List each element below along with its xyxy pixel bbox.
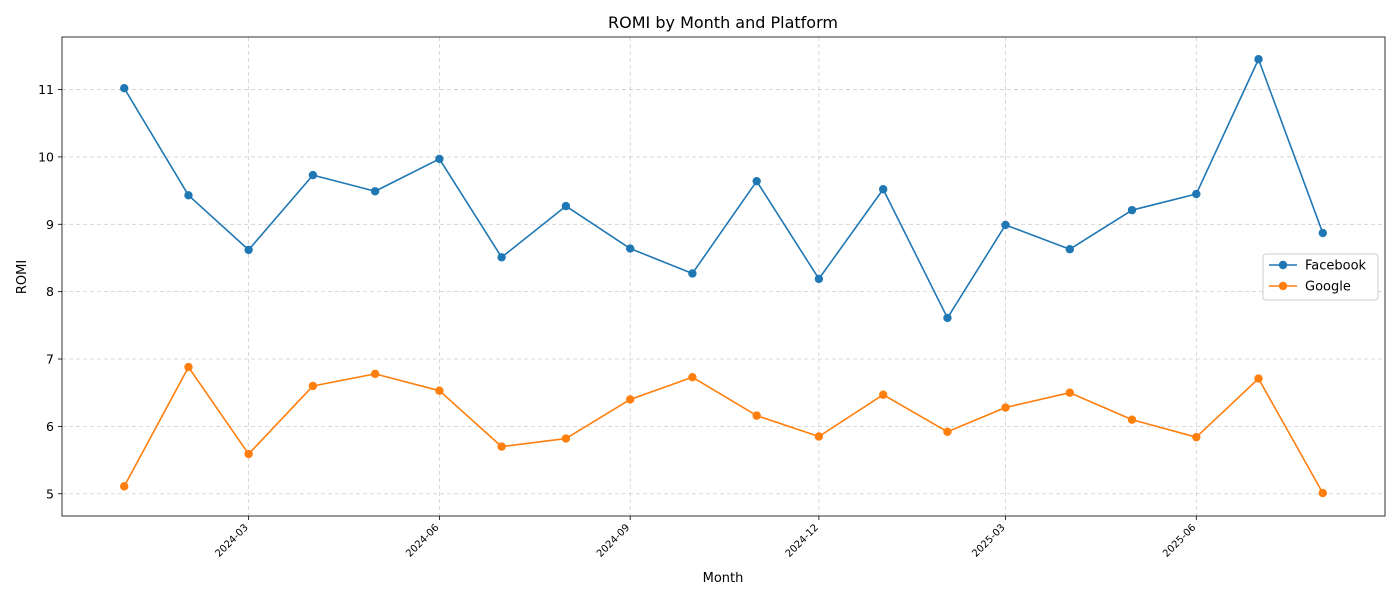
legend: Facebook Google <box>1262 253 1379 301</box>
data-point-facebook <box>878 185 888 194</box>
data-point-google <box>878 390 888 399</box>
data-point-facebook <box>1127 205 1137 215</box>
data-point-facebook <box>370 187 380 196</box>
plot-frame <box>61 36 1386 517</box>
data-point-google <box>752 411 761 420</box>
data-point-facebook <box>1192 189 1201 199</box>
data-point-facebook <box>308 170 318 180</box>
data-point-google <box>497 442 506 451</box>
data-point-google <box>1127 415 1137 424</box>
data-point-google <box>1192 432 1201 442</box>
data-point-facebook <box>120 84 129 93</box>
data-point-facebook <box>1254 55 1263 64</box>
legend-label-facebook: Facebook <box>1305 259 1367 274</box>
data-point-facebook <box>752 176 761 186</box>
data-point-google <box>435 386 444 395</box>
data-point-facebook <box>184 191 193 200</box>
data-point-facebook <box>625 244 635 253</box>
data-point-google <box>1065 388 1075 397</box>
y-tick-label: 9 <box>46 217 54 232</box>
y-tick-label: 5 <box>46 486 54 501</box>
y-tick-label: 7 <box>46 352 54 367</box>
legend-marker-google <box>1278 281 1288 291</box>
data-point-google <box>814 432 824 441</box>
y-tick-label: 6 <box>46 419 54 434</box>
data-point-facebook <box>435 154 444 164</box>
data-point-google <box>1254 374 1263 383</box>
data-point-google <box>244 449 253 459</box>
legend-marker-facebook <box>1278 260 1288 270</box>
series-layer <box>120 55 1327 498</box>
data-point-google <box>308 381 318 391</box>
data-point-google <box>943 427 952 436</box>
series-line-google <box>123 366 1324 494</box>
y-tick-label: 11 <box>38 82 54 97</box>
legend-label-google: Google <box>1305 280 1351 295</box>
data-point-google <box>1318 488 1327 498</box>
x-axis-title: Month <box>703 571 744 586</box>
data-point-google <box>1001 403 1010 412</box>
data-point-google <box>120 482 129 491</box>
series-google <box>120 362 1327 498</box>
data-point-google <box>184 362 193 372</box>
data-point-facebook <box>244 245 253 255</box>
data-point-facebook <box>1065 245 1075 254</box>
chart-title: ROMI by Month and Platform <box>608 13 838 32</box>
data-point-facebook <box>814 274 824 284</box>
y-tick-label: 8 <box>46 284 54 299</box>
data-point-google <box>625 395 635 404</box>
y-tick-label: 10 <box>38 149 54 164</box>
data-point-facebook <box>943 313 952 323</box>
data-point-google <box>370 369 380 379</box>
data-point-facebook <box>561 201 571 211</box>
series-facebook <box>120 55 1327 323</box>
data-point-facebook <box>688 269 697 278</box>
data-point-google <box>561 434 571 443</box>
series-line-facebook <box>123 58 1324 319</box>
data-point-facebook <box>1001 220 1010 230</box>
y-axis-title: ROMI <box>15 260 30 294</box>
data-point-facebook <box>497 253 506 262</box>
data-point-facebook <box>1318 228 1327 238</box>
data-point-google <box>688 373 697 382</box>
